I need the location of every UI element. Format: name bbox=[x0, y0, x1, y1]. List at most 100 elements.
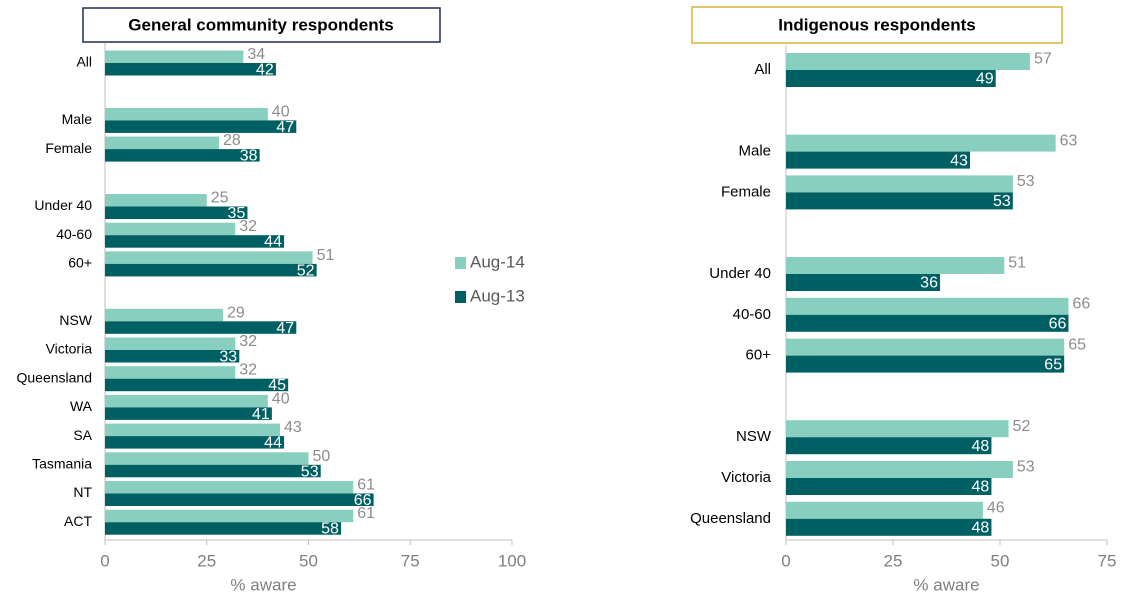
bar bbox=[105, 136, 219, 150]
data-label: 53 bbox=[993, 193, 1011, 210]
data-label: 66 bbox=[1049, 316, 1067, 333]
bar bbox=[105, 120, 297, 133]
bar bbox=[105, 321, 297, 334]
bar bbox=[105, 522, 342, 535]
y-tick-label: Under 40 bbox=[34, 197, 92, 213]
bar bbox=[105, 107, 268, 121]
data-label: 45 bbox=[268, 377, 286, 394]
data-label: 47 bbox=[276, 320, 294, 337]
bar bbox=[786, 518, 992, 536]
y-tick-label: Queensland bbox=[16, 369, 92, 385]
bar bbox=[105, 337, 236, 350]
chart-title: Indigenous respondents bbox=[778, 15, 975, 34]
bar bbox=[105, 407, 272, 420]
data-label: 36 bbox=[920, 275, 938, 292]
bar bbox=[105, 149, 260, 162]
data-label: 49 bbox=[976, 71, 994, 88]
y-tick-label: 60+ bbox=[746, 347, 772, 364]
data-label: 40 bbox=[272, 103, 290, 120]
data-label: 61 bbox=[357, 505, 375, 522]
bar bbox=[786, 175, 1013, 193]
data-label: 32 bbox=[239, 362, 257, 379]
data-label: 44 bbox=[264, 234, 282, 251]
bar bbox=[786, 257, 1005, 274]
title-box bbox=[691, 6, 1063, 44]
y-tick-label: Male bbox=[738, 143, 771, 160]
bar bbox=[105, 63, 276, 76]
bar bbox=[105, 350, 240, 363]
bar bbox=[105, 235, 285, 248]
data-label: 47 bbox=[276, 119, 294, 136]
bar bbox=[105, 206, 248, 219]
y-tick-label: NSW bbox=[59, 312, 92, 328]
bar bbox=[786, 297, 1069, 315]
data-label: 48 bbox=[972, 479, 990, 496]
data-label: 25 bbox=[211, 189, 229, 206]
bar bbox=[105, 394, 268, 408]
x-axis-label: % aware bbox=[913, 575, 979, 594]
data-label: 48 bbox=[972, 438, 990, 455]
data-label: 58 bbox=[321, 521, 339, 538]
data-label: 53 bbox=[1017, 459, 1035, 476]
bar bbox=[786, 274, 941, 291]
data-label: 65 bbox=[1068, 336, 1086, 353]
data-label: 41 bbox=[252, 406, 270, 423]
bar bbox=[786, 478, 992, 495]
bar bbox=[786, 355, 1065, 373]
bar bbox=[105, 452, 309, 465]
bar bbox=[786, 192, 1013, 210]
legend-label: Aug-14 bbox=[470, 252, 525, 271]
title-box bbox=[82, 7, 441, 43]
bar bbox=[105, 509, 354, 523]
x-tick-label: 0 bbox=[100, 551, 109, 570]
data-label: 51 bbox=[317, 247, 335, 264]
data-label: 42 bbox=[256, 61, 274, 78]
y-tick-label: NT bbox=[73, 484, 92, 500]
bar bbox=[105, 50, 244, 63]
x-tick-label: 75 bbox=[1098, 551, 1117, 570]
legend-label: Aug-13 bbox=[470, 286, 525, 305]
bar bbox=[105, 366, 236, 379]
x-tick-label: 50 bbox=[991, 551, 1010, 570]
data-label: 32 bbox=[239, 333, 257, 350]
data-label: 43 bbox=[284, 419, 302, 436]
bar bbox=[786, 70, 996, 87]
bar bbox=[105, 378, 289, 392]
data-label: 63 bbox=[1060, 132, 1078, 149]
bar bbox=[786, 338, 1065, 356]
legend-swatch bbox=[455, 257, 466, 269]
y-tick-label: Victoria bbox=[46, 341, 93, 357]
bar bbox=[105, 222, 236, 236]
data-label: 46 bbox=[987, 500, 1005, 517]
data-label: 57 bbox=[1034, 51, 1052, 68]
chart-title: General community respondents bbox=[128, 15, 393, 34]
data-label: 28 bbox=[223, 132, 241, 149]
data-label: 53 bbox=[1017, 173, 1035, 190]
y-tick-label: Female bbox=[721, 183, 771, 200]
data-label: 52 bbox=[297, 262, 315, 279]
data-label: 33 bbox=[219, 348, 237, 365]
y-tick-label: Female bbox=[45, 140, 92, 156]
x-tick-label: 75 bbox=[401, 551, 420, 570]
bar bbox=[105, 493, 374, 506]
bar bbox=[786, 134, 1056, 152]
y-tick-label: Queensland bbox=[690, 510, 771, 527]
data-label: 52 bbox=[1013, 418, 1031, 435]
y-tick-label: 40-60 bbox=[733, 306, 771, 323]
bar bbox=[786, 437, 992, 455]
data-label: 53 bbox=[301, 463, 319, 480]
y-tick-label: All bbox=[754, 61, 771, 78]
data-label: 43 bbox=[950, 152, 968, 169]
bar bbox=[105, 423, 281, 437]
y-tick-label: ACT bbox=[64, 513, 92, 529]
bar bbox=[786, 461, 1013, 478]
bar bbox=[105, 194, 207, 207]
y-tick-label: SA bbox=[73, 427, 92, 443]
y-tick-label: WA bbox=[70, 398, 93, 414]
bar bbox=[786, 420, 1009, 438]
data-label: 34 bbox=[247, 46, 265, 63]
y-tick-label: Under 40 bbox=[709, 265, 771, 282]
bar bbox=[105, 481, 354, 494]
y-tick-label: 40-60 bbox=[56, 226, 92, 242]
